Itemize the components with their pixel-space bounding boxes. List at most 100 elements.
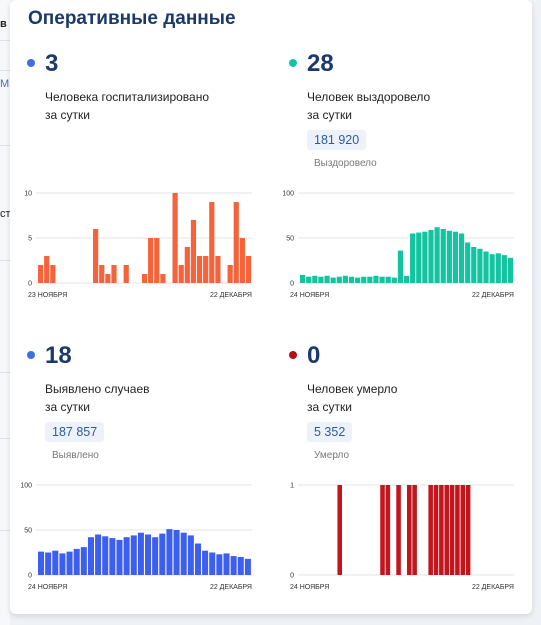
description-line-2: за сутки — [307, 400, 352, 414]
bar — [123, 537, 130, 575]
y-tick-label: 0 — [28, 281, 32, 288]
bar — [93, 229, 99, 283]
bar — [173, 530, 180, 575]
y-tick-label: 5 — [28, 236, 32, 243]
bar — [361, 276, 367, 283]
x-start-label: 23 НОЯБРЯ — [28, 292, 67, 299]
bar — [52, 550, 59, 575]
bar — [410, 233, 416, 283]
bar — [137, 532, 144, 575]
bar — [196, 256, 203, 283]
cumulative-total-label: Умерло — [314, 450, 350, 461]
bar — [458, 233, 465, 283]
bar — [483, 251, 489, 283]
daily-number: 18 — [45, 342, 72, 369]
bar — [300, 274, 306, 283]
bar — [397, 250, 404, 283]
bar — [324, 275, 330, 283]
cumulative-total: 187 857 — [45, 422, 105, 442]
bar — [209, 202, 215, 283]
bar — [446, 230, 452, 283]
bar — [495, 253, 501, 283]
bar — [380, 485, 385, 575]
bar — [407, 485, 412, 575]
x-start-label: 24 НОЯБРЯ — [28, 584, 67, 591]
description-line-1: Выявлено случаев — [45, 382, 150, 396]
page-title: Оперативные данные — [28, 8, 236, 29]
bar — [102, 536, 109, 575]
y-tick-label: 50 — [24, 528, 32, 535]
bar — [428, 229, 434, 283]
bar — [66, 551, 73, 575]
bar — [148, 238, 154, 283]
bar — [203, 256, 209, 283]
bar — [379, 276, 385, 283]
description-line-1: Человек выздоровело — [307, 90, 431, 104]
daily-number: 28 — [307, 50, 334, 77]
bar — [237, 557, 244, 575]
bar — [373, 275, 379, 283]
y-tick-label: 1 — [290, 483, 294, 490]
left-fragment-1: в — [0, 18, 7, 30]
bar — [434, 227, 440, 283]
bar — [38, 265, 44, 283]
panel-hospitalized: 3 Человека госпитализировано за сутки 0 5… — [10, 0, 260, 300]
bar — [460, 485, 466, 575]
bar — [166, 529, 173, 575]
bar — [440, 229, 446, 283]
bar — [194, 543, 201, 575]
bar — [306, 276, 312, 283]
hospitalized-bar-chart: 0 5 10 23 НОЯБРЯ 22 ДЕКАБРЯ — [24, 191, 252, 299]
indicator-dot — [289, 351, 297, 359]
bar — [444, 485, 449, 575]
y-tick-label: 10 — [24, 191, 32, 198]
bar — [45, 552, 52, 575]
bar — [330, 277, 336, 283]
left-background-strip: в М ст — [0, 0, 11, 625]
y-tick-label: 0 — [290, 281, 294, 288]
bar — [396, 485, 401, 575]
bar — [501, 255, 507, 283]
bar — [44, 256, 50, 283]
bar — [159, 533, 166, 575]
description-line-2: за сутки — [307, 108, 352, 122]
bar — [160, 274, 166, 283]
bar — [471, 247, 477, 283]
bar — [465, 242, 471, 283]
bar — [59, 553, 66, 575]
bar — [216, 554, 223, 575]
bar — [439, 485, 444, 575]
cumulative-total-label: Выздоровело — [314, 158, 377, 169]
panel-cases: 18 Выявлено случаев за сутки 187 857 Выя… — [10, 292, 260, 592]
bar — [87, 537, 94, 575]
bar — [80, 547, 87, 575]
cumulative-total: 5 352 — [307, 422, 353, 442]
bar — [422, 231, 428, 283]
daily-number: 3 — [45, 50, 59, 77]
description-line-2: за сутки — [45, 108, 90, 122]
bar — [141, 274, 148, 283]
x-end-label: 22 ДЕКАБРЯ — [472, 292, 514, 299]
bar — [337, 485, 342, 575]
bar — [245, 256, 252, 283]
bar — [367, 276, 373, 283]
bar — [318, 276, 324, 283]
bar — [342, 275, 348, 283]
bar — [227, 265, 233, 283]
left-fragment-2: М — [0, 78, 10, 90]
bar — [154, 238, 160, 283]
bar — [416, 232, 422, 283]
bar — [152, 537, 159, 575]
bar — [465, 485, 471, 575]
bar — [50, 265, 56, 283]
bar — [73, 548, 80, 575]
indicator-dot — [27, 351, 35, 359]
description-line-2: за сутки — [45, 400, 90, 414]
indicator-dot — [27, 59, 35, 67]
bar — [202, 550, 209, 575]
bar — [385, 276, 391, 283]
cases-bar-chart: 0 50 100 24 НОЯБРЯ 22 ДЕКАБРЯ — [20, 483, 252, 591]
bar — [111, 265, 117, 283]
panel-deaths: 0 Человек умерло за сутки 5 352 Умерло 0… — [272, 292, 522, 592]
cumulative-total: 181 920 — [307, 130, 367, 150]
